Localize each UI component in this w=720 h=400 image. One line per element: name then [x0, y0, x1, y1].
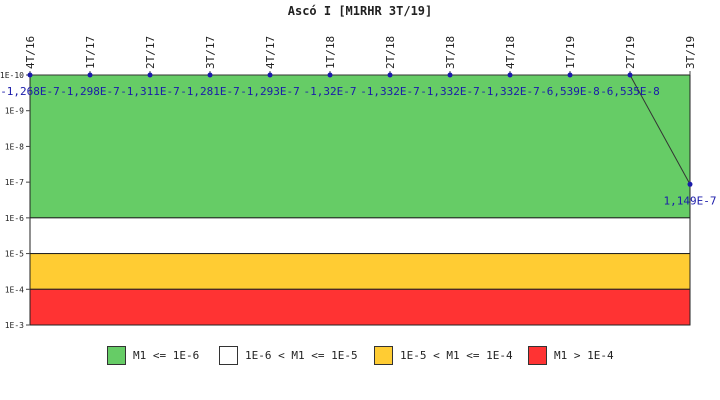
x-tick-label: 1T/19: [564, 36, 577, 69]
legend-label: M1 <= 1E-6: [133, 348, 200, 362]
data-point: [267, 72, 273, 78]
y-tick-label: 1E-4: [5, 285, 24, 294]
data-label: -1,298E-7: [60, 85, 120, 98]
x-tick-label: 2T/19: [624, 36, 637, 69]
legend-item: M1 > 1E-4: [528, 345, 614, 365]
legend-label: 1E-5 < M1 <= 1E-4: [400, 348, 513, 362]
legend-swatch: [219, 345, 238, 365]
legend-label: M1 > 1E-4: [554, 348, 614, 362]
data-label: -1,281E-7: [180, 85, 240, 98]
x-tick-label: 3T/17: [204, 36, 217, 69]
x-tick-label: 4T/18: [504, 36, 517, 69]
legend-swatch: [107, 345, 126, 365]
data-label: -1,32E-7: [304, 85, 357, 98]
data-point: [687, 181, 693, 187]
data-label: -1,268E-7: [0, 85, 60, 98]
x-tick-label: 2T/18: [384, 36, 397, 69]
band-3: [29, 288, 691, 326]
legend-swatch: [528, 345, 547, 365]
y-tick-label: 1E-8: [5, 142, 24, 151]
x-tick-label: 2T/17: [144, 36, 157, 69]
x-tick-label: 1T/17: [84, 36, 97, 69]
data-label: -1,293E-7: [240, 85, 300, 98]
data-point: [507, 72, 513, 78]
y-tick-label: 1E-5: [5, 250, 24, 259]
data-label: -1,332E-7: [420, 85, 480, 98]
data-label: 1,149E-7: [664, 194, 717, 207]
y-tick-label: 1E-10: [0, 71, 24, 80]
x-tick-label: 4T/17: [264, 36, 277, 69]
y-tick-label: 1E-3: [5, 321, 24, 330]
series-line: [30, 74, 691, 185]
legend-swatch: [374, 345, 393, 365]
data-label: -1,311E-7: [120, 85, 180, 98]
data-point: [27, 72, 33, 78]
chart-title: Ascó I [M1RHR 3T/19]: [288, 4, 433, 18]
x-tick-label: 4T/16: [24, 36, 37, 69]
legend-label: 1E-6 < M1 <= 1E-5: [245, 348, 358, 362]
y-tick-label: 1E-6: [5, 214, 24, 223]
band-1: [29, 217, 691, 255]
data-label: -1,332E-7: [360, 85, 420, 98]
chart-legend: M1 <= 1E-6 1E-6 < M1 <= 1E-5 1E-5 < M1 <= …: [0, 345, 720, 367]
data-point: [207, 72, 213, 78]
legend-item: M1 <= 1E-6: [107, 345, 199, 365]
data-point: [447, 72, 453, 78]
y-tick-label: 1E-7: [5, 178, 24, 187]
chart-svg: Ascó I [M1RHR 3T/19] 1E-10 1E-9 1E-8 1E-7 1E…: [0, 4, 717, 330]
data-point: [567, 72, 573, 78]
legend-item: 1E-5 < M1 <= 1E-4: [374, 345, 513, 365]
band-2: [29, 253, 691, 290]
x-tick-label: 3T/19: [684, 36, 697, 69]
data-label: -1,332E-7: [480, 85, 540, 98]
data-point: [87, 72, 93, 78]
y-tick-label: 1E-9: [5, 107, 24, 116]
data-label: -6,539E-8: [540, 85, 600, 98]
data-point: [147, 72, 153, 78]
band-0: [29, 74, 691, 219]
data-point: [327, 72, 333, 78]
data-point: [627, 72, 633, 78]
data-label: -6,535E-8: [600, 85, 660, 98]
x-tick-label: 3T/18: [444, 36, 457, 69]
legend-item: 1E-6 < M1 <= 1E-5: [219, 345, 358, 365]
data-point: [387, 72, 393, 78]
x-tick-label: 1T/18: [324, 36, 337, 69]
